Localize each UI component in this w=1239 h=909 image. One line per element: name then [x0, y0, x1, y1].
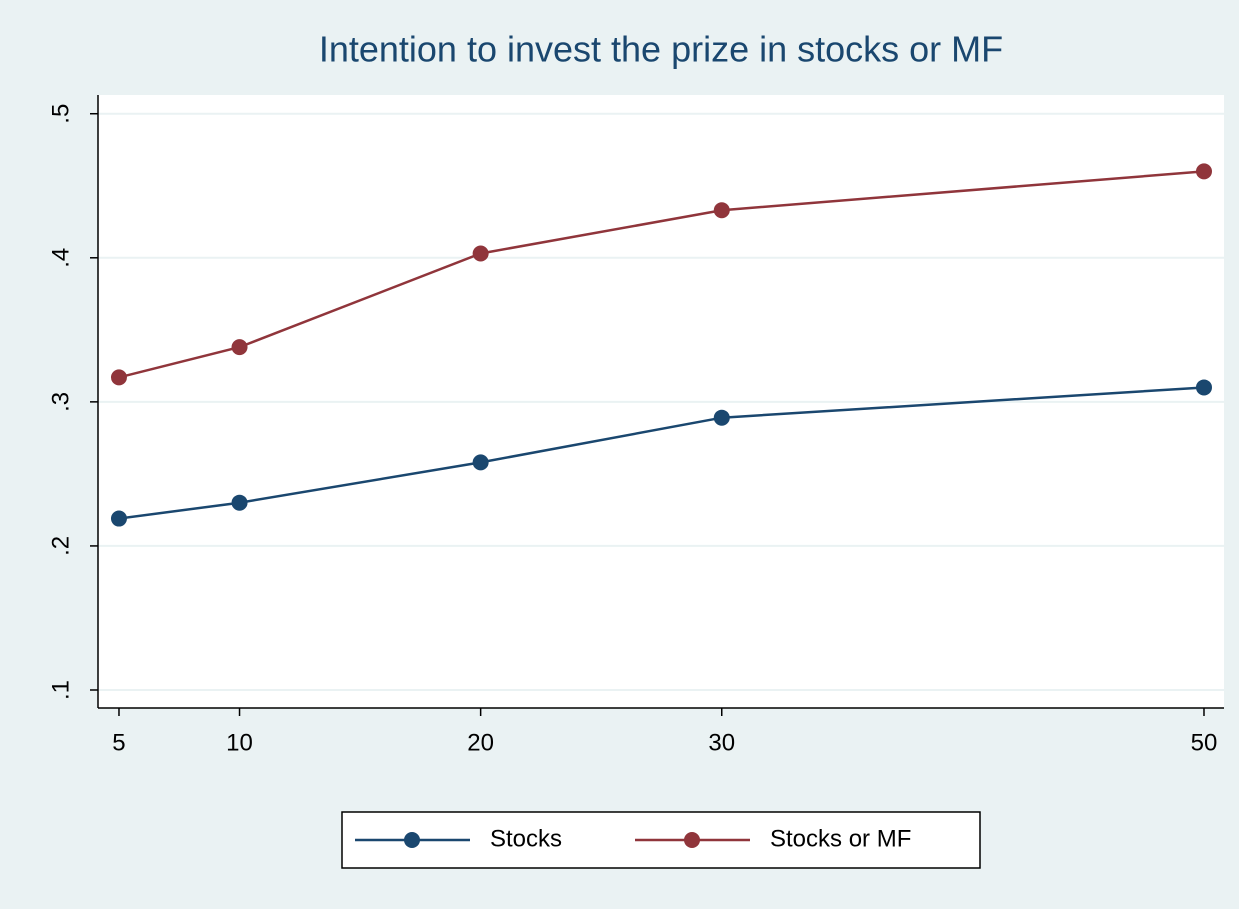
y-tick-label: .5 [47, 104, 74, 124]
data-point [1195, 379, 1212, 396]
data-point [110, 510, 127, 527]
y-tick-label: .4 [47, 248, 74, 268]
data-point [231, 494, 248, 511]
x-tick-label: 30 [708, 729, 735, 756]
data-point [713, 409, 730, 426]
legend-label: Stocks [490, 825, 562, 852]
x-tick-label: 10 [226, 729, 253, 756]
y-tick-label: .3 [47, 392, 74, 412]
data-point [1195, 163, 1212, 180]
y-tick-label: .2 [47, 536, 74, 556]
data-point [713, 202, 730, 219]
data-point [231, 339, 248, 356]
data-point [472, 245, 489, 262]
x-tick-label: 20 [467, 729, 494, 756]
legend-marker [404, 832, 420, 848]
data-point [110, 369, 127, 386]
legend-marker [684, 832, 700, 848]
y-tick-label: .1 [47, 680, 74, 700]
legend-label: Stocks or MF [770, 825, 911, 852]
x-tick-label: 50 [1191, 729, 1218, 756]
data-point [472, 454, 489, 471]
x-tick-label: 5 [112, 729, 125, 756]
chart-title: Intention to invest the prize in stocks … [319, 29, 1003, 70]
